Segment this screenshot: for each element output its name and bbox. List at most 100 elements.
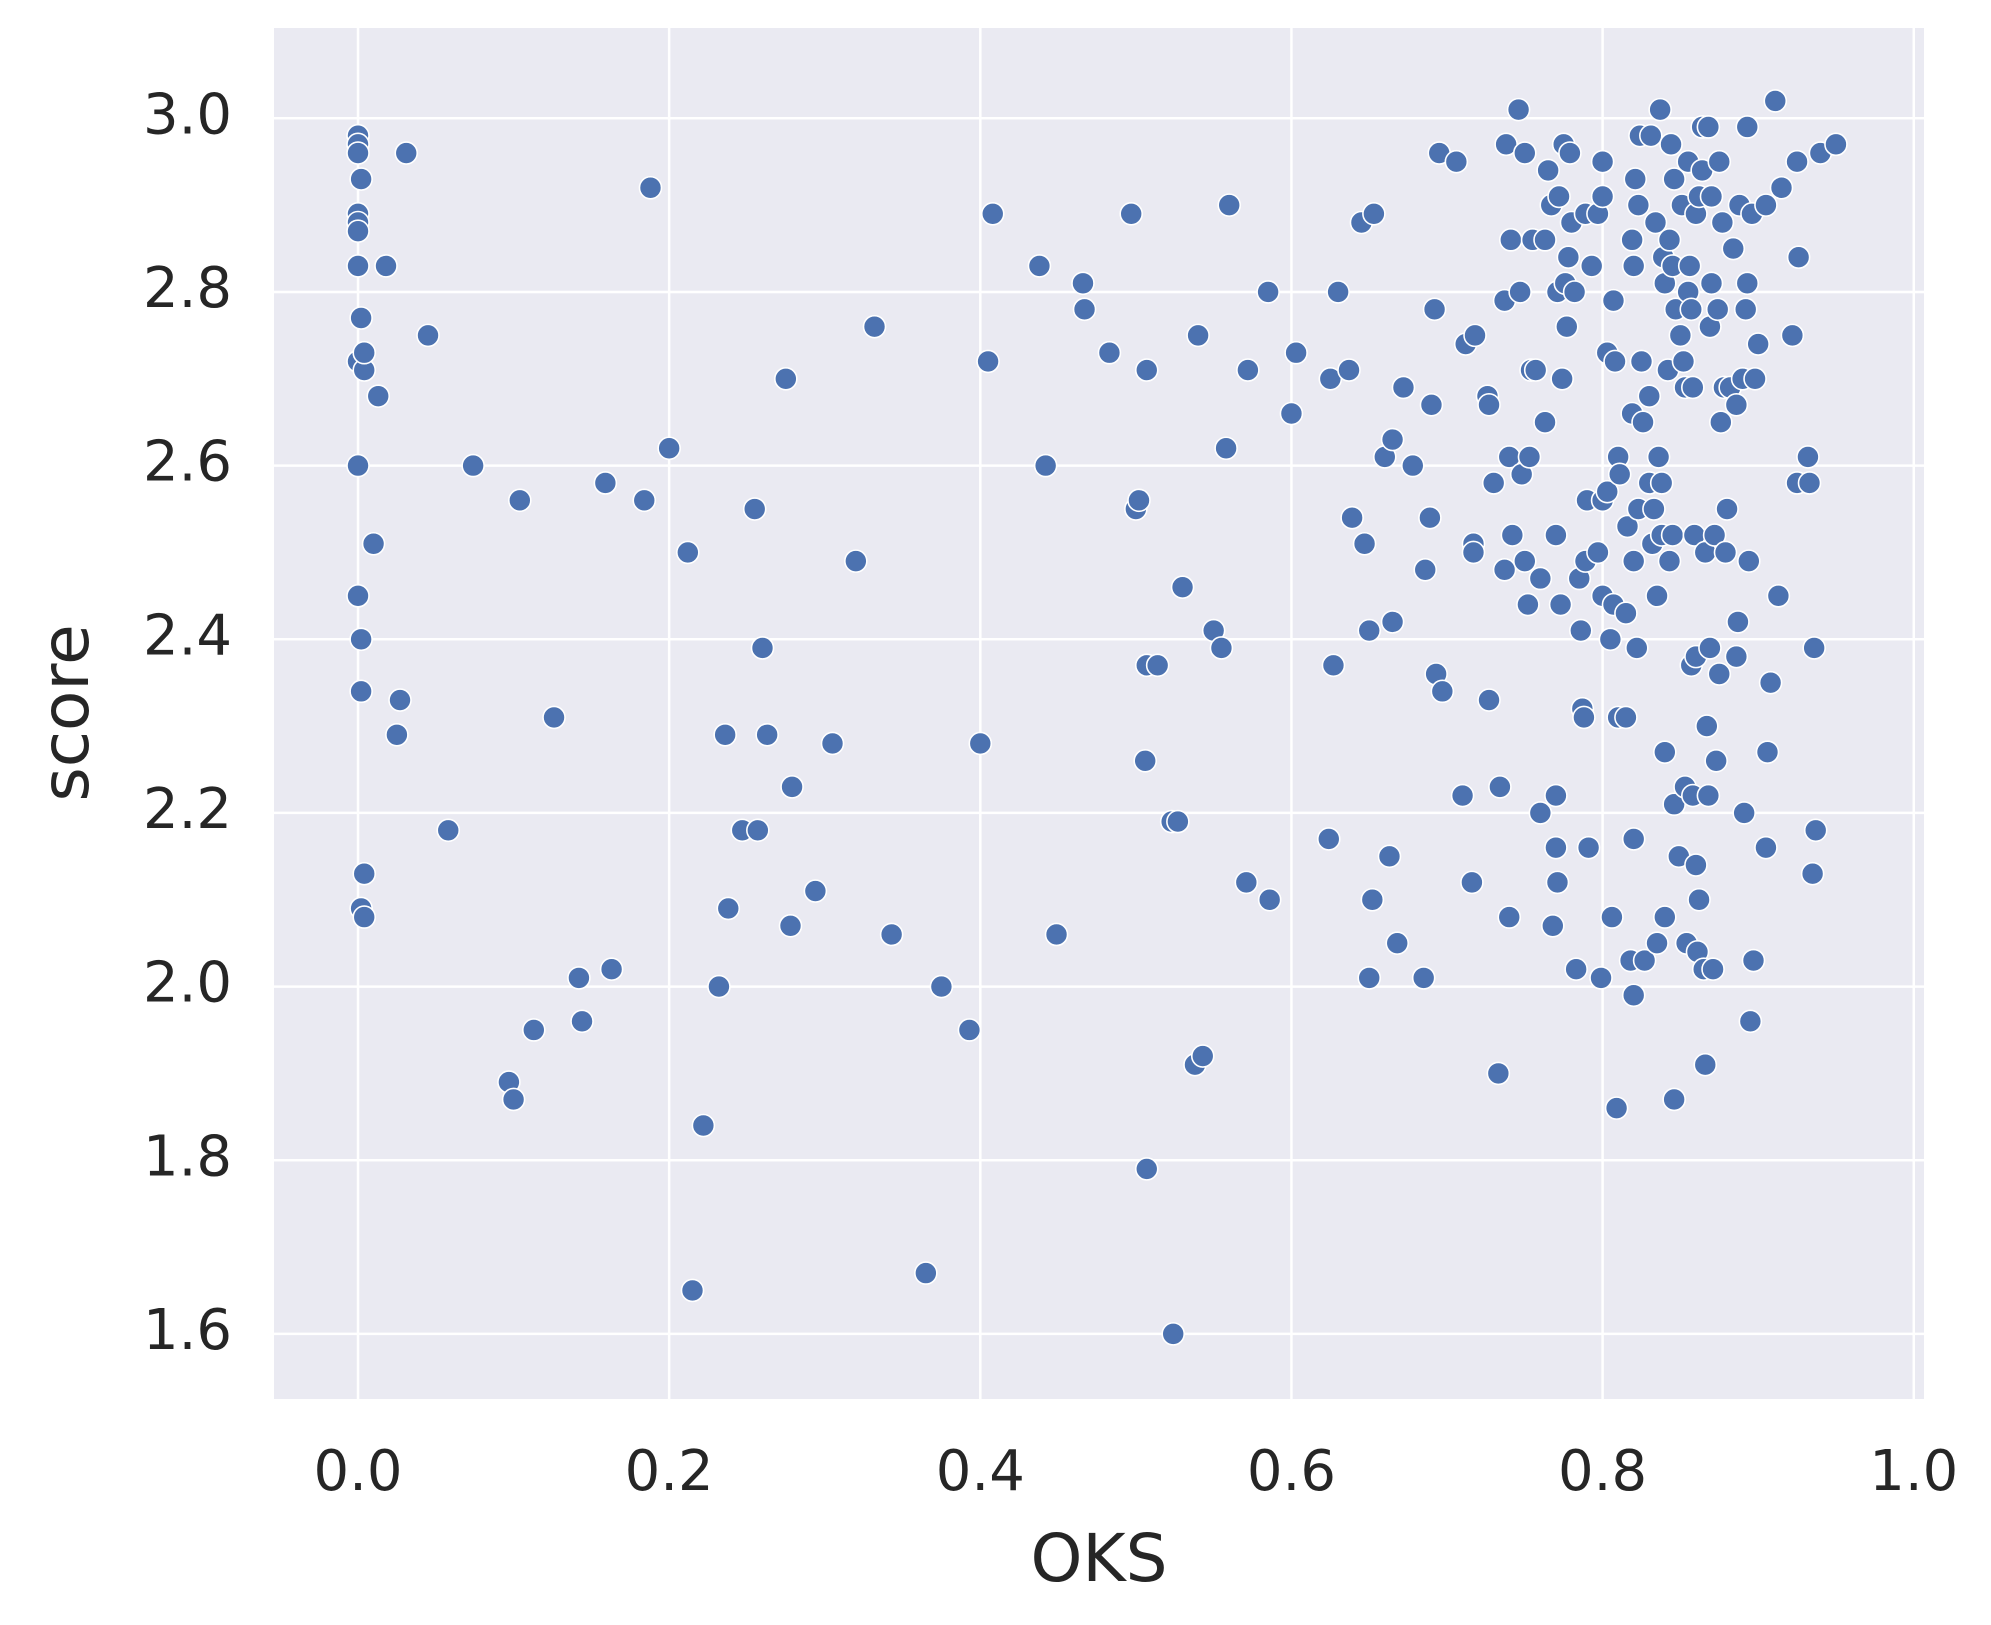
scatter-point bbox=[1556, 245, 1581, 270]
scatter-point bbox=[780, 775, 804, 799]
scatter-point bbox=[1626, 193, 1651, 217]
scatter-point bbox=[1528, 566, 1553, 591]
scatter-point bbox=[1721, 236, 1746, 261]
scatter-point bbox=[1724, 644, 1749, 669]
scatter-point bbox=[1236, 358, 1260, 382]
scatter-point bbox=[394, 141, 419, 165]
scatter-point bbox=[416, 323, 440, 348]
scatter-point bbox=[1257, 887, 1282, 912]
scatter-point bbox=[1695, 714, 1719, 738]
scatter-point bbox=[1256, 280, 1280, 304]
scatter-point bbox=[1413, 558, 1438, 582]
x-tick-label: 0.6 bbox=[1247, 1439, 1336, 1504]
scatter-point bbox=[1693, 1052, 1718, 1077]
scatter-point bbox=[1646, 445, 1671, 469]
scatter-point bbox=[1497, 905, 1522, 929]
scatter-point bbox=[1488, 775, 1512, 799]
y-tick-label: 2.0 bbox=[143, 951, 232, 1016]
scatter-point bbox=[1659, 132, 1683, 157]
scatter-point bbox=[1357, 966, 1382, 990]
scatter-point bbox=[1362, 202, 1386, 226]
scatter-point bbox=[1234, 870, 1259, 895]
scatter-point bbox=[976, 349, 1000, 374]
scatter-point bbox=[980, 202, 1005, 226]
scatter-point bbox=[1653, 905, 1677, 929]
scatter-point bbox=[1758, 670, 1783, 695]
scatter-point bbox=[1579, 254, 1604, 278]
scatter-point bbox=[1662, 1087, 1686, 1112]
scatter-point bbox=[968, 731, 993, 756]
scatter-point bbox=[1422, 297, 1447, 322]
scatter-point bbox=[593, 471, 618, 495]
scatter-point bbox=[1360, 887, 1385, 912]
scatter-point bbox=[1625, 636, 1649, 660]
scatter-point bbox=[632, 488, 657, 513]
scatter-point bbox=[1352, 531, 1377, 556]
scatter-point bbox=[1645, 584, 1669, 608]
scatter-point bbox=[1763, 89, 1788, 113]
scatter-point bbox=[1679, 297, 1704, 322]
scatter-point bbox=[1696, 783, 1721, 808]
scatter-point bbox=[1601, 288, 1626, 313]
scatter-point bbox=[914, 1261, 938, 1285]
scatter-point bbox=[542, 705, 566, 730]
y-tick-label: 2.6 bbox=[143, 430, 232, 495]
scatter-point bbox=[1357, 618, 1382, 643]
scatter-point bbox=[1547, 184, 1571, 209]
scatter-point bbox=[522, 1018, 546, 1042]
scatter-point bbox=[1161, 1322, 1186, 1346]
scatter-point bbox=[1562, 280, 1587, 304]
scatter-point bbox=[1463, 323, 1487, 348]
scatter-point bbox=[1536, 158, 1560, 183]
scatter-point bbox=[1027, 254, 1052, 278]
scatter-point bbox=[1595, 479, 1620, 504]
scatter-point bbox=[1637, 384, 1662, 408]
scatter-point bbox=[1754, 835, 1778, 860]
scatter-point bbox=[388, 688, 412, 712]
scatter-point bbox=[352, 340, 377, 365]
scatter-point bbox=[1411, 966, 1436, 990]
scatter-point bbox=[1769, 175, 1794, 200]
scatter-point bbox=[1418, 505, 1442, 530]
scatter-point bbox=[1710, 210, 1735, 235]
x-tick-label: 0.4 bbox=[936, 1439, 1025, 1504]
scatter-point bbox=[599, 957, 624, 982]
scatter-point bbox=[1614, 705, 1638, 730]
scatter-point bbox=[820, 731, 845, 756]
scatter-point bbox=[352, 861, 377, 886]
scatter-point bbox=[1631, 410, 1655, 434]
scatter-point bbox=[1707, 662, 1732, 686]
scatter-point bbox=[1746, 332, 1770, 356]
scatter-point bbox=[1400, 453, 1425, 478]
scatter-point bbox=[1461, 540, 1486, 565]
scatter-point bbox=[1145, 653, 1170, 678]
y-tick-label: 3.0 bbox=[143, 82, 232, 147]
scatter-point bbox=[508, 488, 532, 513]
scatter-point bbox=[1590, 184, 1615, 209]
scatter-point bbox=[1649, 471, 1674, 495]
scatter-point bbox=[1586, 540, 1610, 565]
scatter-point bbox=[1780, 323, 1805, 348]
scatter-point bbox=[1615, 514, 1640, 539]
scatter-point bbox=[1614, 601, 1638, 626]
scatter-point bbox=[1170, 575, 1195, 599]
scatter-point bbox=[1513, 141, 1537, 165]
scatter-point bbox=[1726, 610, 1750, 634]
scatter-point bbox=[1632, 948, 1657, 973]
scatter-point bbox=[1071, 271, 1095, 296]
scatter-point bbox=[1545, 870, 1570, 895]
scatter-point bbox=[361, 531, 386, 556]
scatter-point bbox=[436, 818, 461, 843]
scatter-point bbox=[1544, 523, 1568, 547]
scatter-point bbox=[1696, 115, 1721, 139]
scatter-point bbox=[713, 722, 737, 747]
scatter-point bbox=[1684, 853, 1708, 877]
scatter-point bbox=[1737, 549, 1761, 573]
scatter-point bbox=[1477, 688, 1501, 712]
scatter-point bbox=[1555, 314, 1579, 339]
scatter-point bbox=[346, 141, 370, 165]
scatter-point bbox=[1444, 149, 1469, 174]
scatter-point bbox=[1460, 870, 1484, 895]
scatter-point bbox=[501, 1087, 526, 1112]
scatter-point bbox=[1544, 783, 1568, 808]
